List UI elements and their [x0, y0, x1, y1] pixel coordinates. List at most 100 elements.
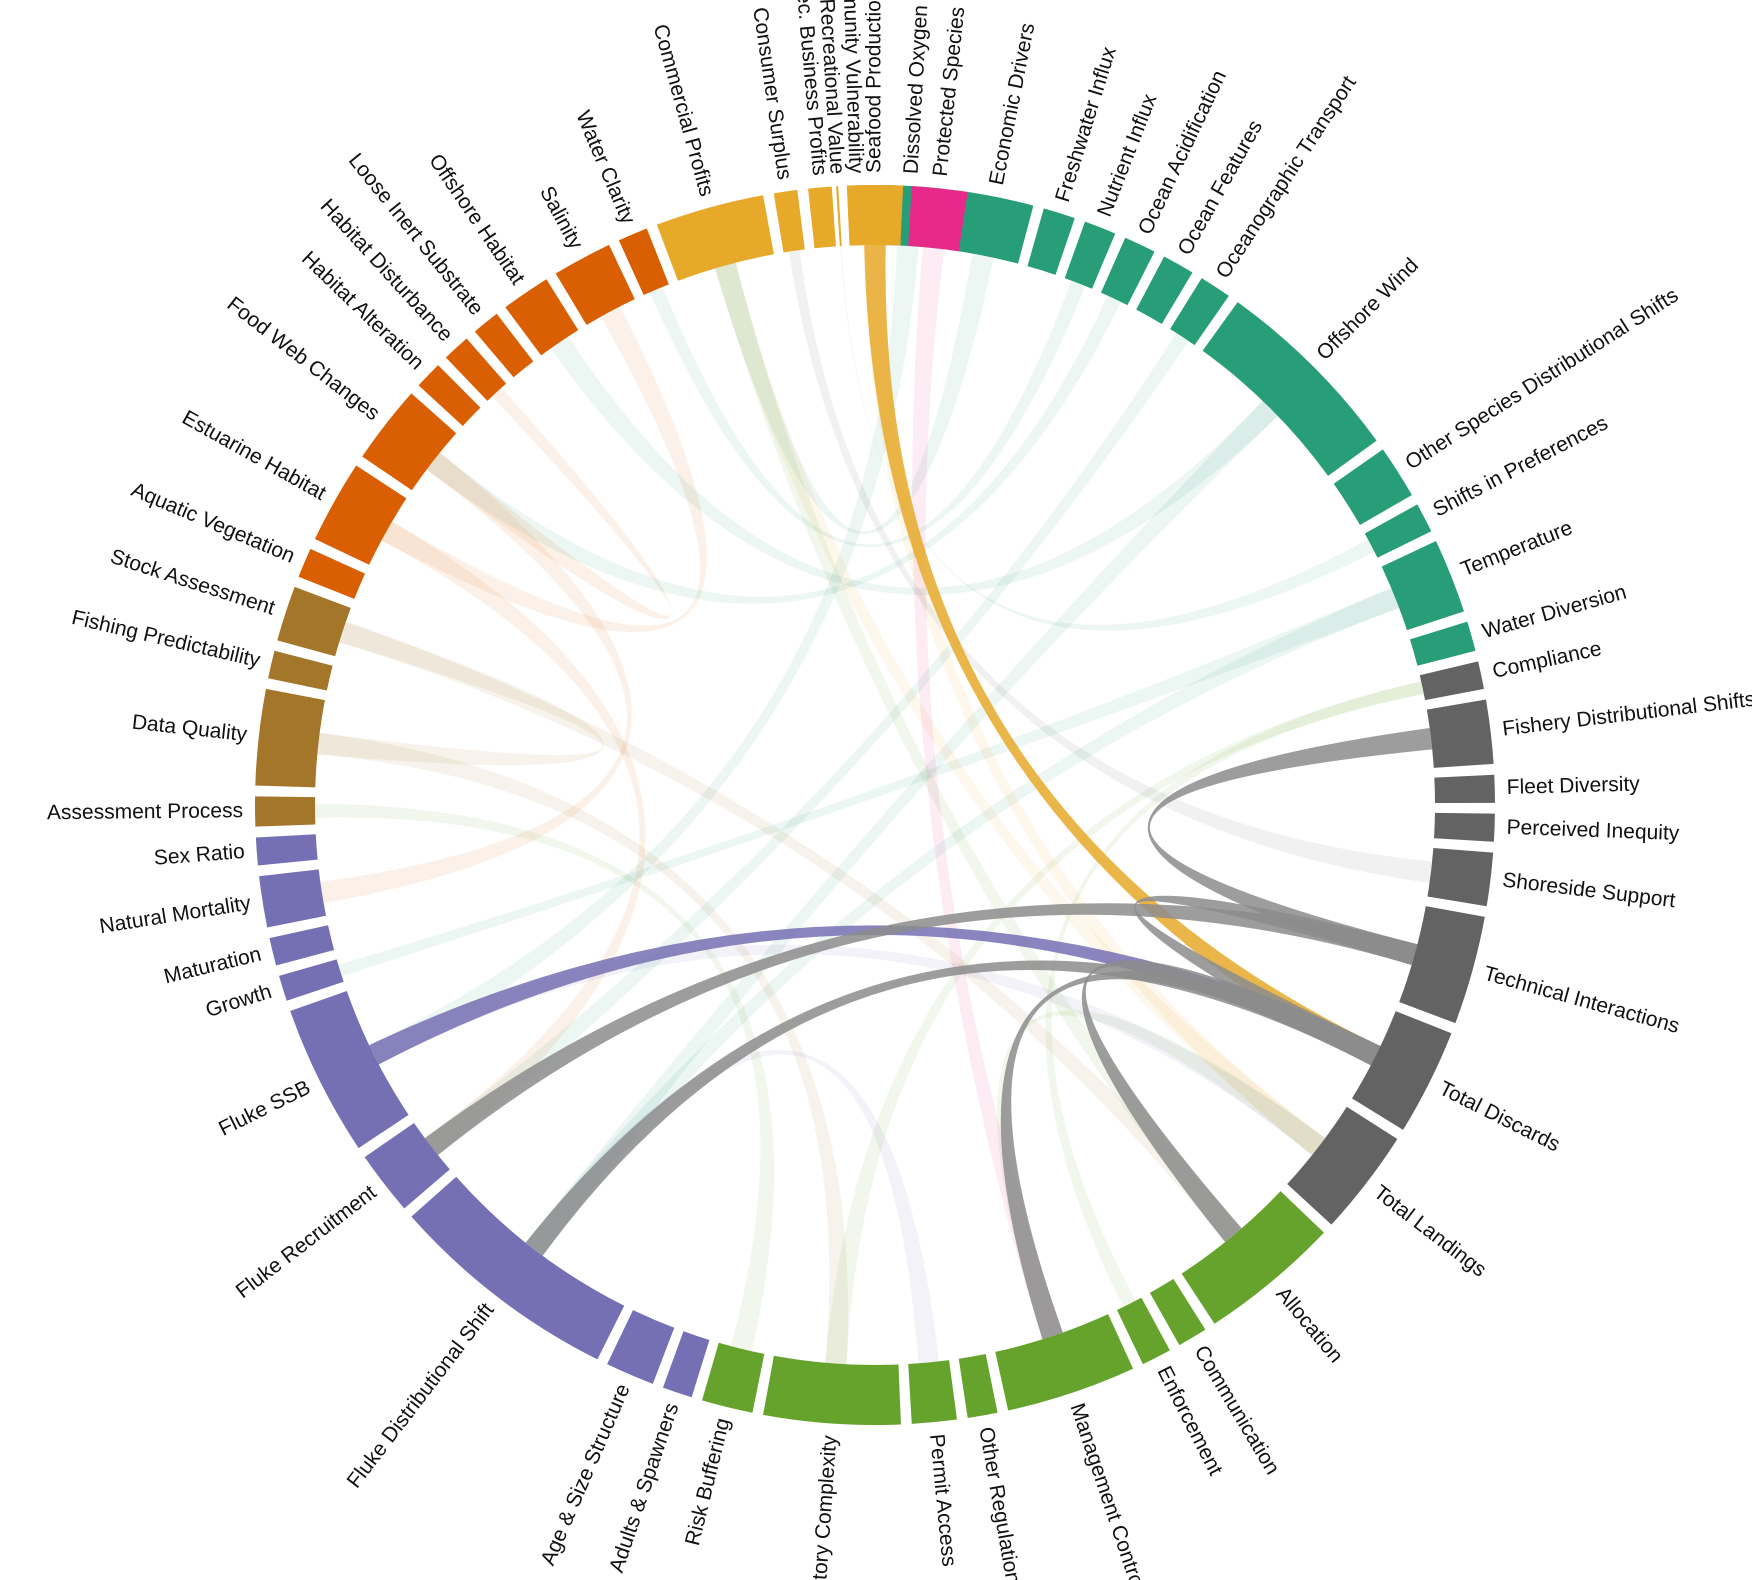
node-arc-shifts_in_preferences	[1364, 504, 1432, 558]
link-estuarine_habitat-to-fluke_recruitment	[381, 521, 646, 1156]
node-arc-perceived_inequity	[1434, 812, 1495, 842]
node-arc-consumer_surplus	[773, 189, 805, 253]
node-arc-other_species_distributional_shifts	[1333, 449, 1412, 525]
link-offshore_wind-to-offshore_habitat	[550, 336, 1278, 595]
node-arc-communication	[1149, 1278, 1206, 1346]
node-arc-commercial_profits	[656, 195, 774, 281]
node-arc-maturation	[269, 925, 335, 966]
node-arc-fishery_distributional_shifts	[1426, 699, 1494, 768]
node-arcs-layer	[255, 185, 1495, 1425]
node-arc-fluke_recruitment	[364, 1122, 450, 1209]
node-arc-oceanographic_transport	[1170, 278, 1229, 346]
node-label-commercial_profits: Commercial Profits	[649, 22, 719, 199]
faint-links-layer	[315, 245, 1433, 1365]
node-label-growth: Growth	[203, 980, 274, 1022]
node-label-stock_assessment: Stock Assessment	[107, 545, 277, 620]
node-arc-technical_interactions	[1399, 906, 1485, 1024]
node-arc-protected_species	[908, 186, 968, 252]
node-arc-allocation	[1181, 1191, 1324, 1324]
node-label-seafood_production: Seafood Production	[863, 0, 886, 173]
node-label-water_diversion: Water Diversion	[1480, 580, 1629, 643]
node-label-risk_buffering: Risk Buffering	[681, 1416, 734, 1548]
node-arc-assessment_process	[255, 796, 316, 827]
node-label-other_regulations: Other Regulations	[974, 1425, 1026, 1580]
node-arc-water_clarity	[618, 228, 669, 296]
node-arc-growth	[279, 959, 344, 1001]
node-arc-freshwater_influx	[1027, 208, 1075, 275]
node-label-estuarine_habitat: Estuarine Habitat	[178, 406, 330, 505]
node-arc-natural_mortality	[259, 869, 327, 928]
node-label-natural_mortality: Natural Mortality	[98, 891, 253, 938]
node-label-sex_ratio: Sex Ratio	[153, 840, 246, 870]
node-arc-habitat_alteration	[418, 365, 481, 426]
node-arc-fleet_diversity	[1434, 774, 1495, 804]
node-arc-stock_assessment	[277, 586, 351, 657]
node-label-water_clarity: Water Clarity	[571, 107, 639, 227]
node-arc-enforcement	[1116, 1297, 1170, 1365]
node-label-temperature: Temperature	[1458, 516, 1576, 581]
link-protected_species-to-management_control	[912, 247, 1063, 1340]
node-arc-ocean_features	[1136, 256, 1193, 324]
node-label-fluke_recruitment: Fluke Recruitment	[232, 1181, 381, 1303]
node-label-management_control: Management Control	[1066, 1400, 1150, 1580]
node-label-protected_species: Protected Species	[929, 6, 970, 178]
highlight-links-layer	[369, 245, 1433, 1340]
node-label-salinity: Salinity	[535, 182, 587, 253]
node-label-fluke_ssb: Fluke SSB	[215, 1076, 314, 1141]
node-label-technical_interactions: Technical Interactions	[1481, 962, 1682, 1038]
node-arc-sex_ratio	[255, 834, 318, 866]
node-arc-regulatory_complexity	[763, 1355, 901, 1425]
node-arc-habitat_disturbance	[445, 338, 507, 401]
node-label-compliance: Compliance	[1490, 637, 1603, 683]
link-nutrient_influx-to-water_clarity	[649, 280, 1086, 548]
node-label-perceived_inequity: Perceived Inequity	[1506, 816, 1680, 845]
node-arc-fishing_predictability	[268, 650, 333, 691]
node-arc-water_diversion	[1409, 621, 1476, 666]
node-label-data_quality: Data Quality	[131, 711, 249, 747]
node-label-economic_drivers: Economic Drivers	[985, 21, 1039, 187]
link-technical_interactions-to-fluke_recruitment	[424, 903, 1418, 1156]
node-arc-loose_inert_substrate	[474, 313, 534, 378]
node-arc-ocean_acidification	[1100, 237, 1155, 306]
node-arc-seafood_production	[846, 185, 904, 246]
node-arc-economic_drivers	[948, 190, 1034, 264]
node-arc-estuarine_habitat	[314, 465, 407, 565]
link-habitat_disturbance-to-food_web_changes	[426, 387, 672, 620]
node-arc-rec_business_profits	[808, 186, 836, 249]
node-arc-permit_access	[908, 1360, 957, 1424]
node-label-dissolved_oxygen: Dissolved Oxygen	[899, 4, 932, 174]
node-arc-aquatic_vegetation	[298, 548, 366, 599]
node-label-fishing_predictability: Fishing Predictability	[69, 606, 262, 672]
node-arc-recreational_value	[836, 186, 842, 247]
link-total_discards-to-allocation	[1081, 960, 1381, 1243]
node-label-maturation: Maturation	[162, 943, 264, 989]
node-arc-risk_buffering	[702, 1342, 765, 1413]
node-arc-total_discards	[1351, 1011, 1452, 1130]
node-arc-nutrient_influx	[1064, 221, 1116, 289]
link-temperature-to-growth	[338, 587, 1400, 977]
node-arc-salinity	[555, 244, 635, 325]
node-arc-fluke_ssb	[290, 991, 409, 1149]
node-arc-food_web_changes	[362, 393, 457, 491]
node-arc-other_regulations	[958, 1353, 998, 1419]
node-label-offshore_wind: Offshore Wind	[1312, 254, 1423, 365]
node-label-consumer_surplus: Consumer Surplus	[748, 6, 796, 181]
link-economic_drivers-to-commercial_profits	[715, 253, 994, 535]
node-label-aquatic_vegetation: Aquatic Vegetation	[128, 478, 298, 568]
node-label-allocation: Allocation	[1271, 1283, 1347, 1368]
node-label-permit_access: Permit Access	[925, 1433, 961, 1568]
link-data_quality-to-stock_assessment	[317, 621, 604, 766]
node-arc-adults_spawners	[662, 1331, 710, 1398]
node-label-total_landings: Total Landings	[1369, 1181, 1490, 1282]
link-total_discards-to-management_control	[1000, 971, 1381, 1340]
node-arc-age_size_structure	[607, 1310, 675, 1384]
link-food_web_changes-to-natural_mortality	[320, 452, 632, 904]
node-label-fluke_distributional_shift: Fluke Distributional Shift	[343, 1299, 499, 1493]
link-management_control-to-total_landings	[997, 1010, 1326, 1340]
node-arc-management_control	[995, 1314, 1134, 1411]
node-arc-fluke_distributional_shift	[411, 1176, 625, 1360]
node-arc-total_landings	[1287, 1106, 1398, 1225]
node-arc-temperature	[1381, 541, 1464, 631]
